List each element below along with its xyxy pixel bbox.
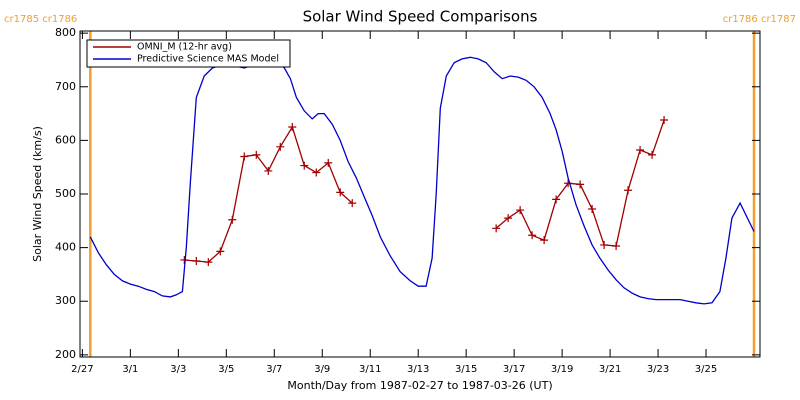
data-point (216, 247, 225, 256)
data-point (324, 158, 333, 167)
data-point (636, 146, 645, 155)
data-point (240, 152, 249, 161)
data-point (204, 258, 213, 267)
data-point (564, 179, 573, 188)
y-tick-label: 200 (55, 348, 76, 361)
data-point (348, 199, 357, 208)
x-tick-label: 3/19 (551, 364, 573, 375)
data-point (588, 205, 597, 214)
y-tick-label: 300 (55, 294, 76, 307)
x-tick-label: 3/13 (407, 364, 429, 375)
y-tick-label: 700 (55, 80, 76, 93)
data-point (492, 224, 501, 233)
data-point (312, 168, 321, 177)
x-tick-label: 3/3 (170, 364, 186, 375)
x-tick-label: 3/9 (314, 364, 330, 375)
x-axis-label: Month/Day from 1987-02-27 to 1987-03-26 … (287, 379, 552, 392)
data-point (612, 242, 621, 251)
chart-title: Solar Wind Speed Comparisons (303, 8, 538, 26)
x-tick-label: 3/1 (122, 364, 138, 375)
y-tick-label: 400 (55, 241, 76, 254)
x-tick-label: 3/5 (218, 364, 234, 375)
data-point (252, 150, 261, 159)
data-point (660, 116, 669, 125)
data-point (516, 206, 525, 215)
x-tick-label: 3/11 (359, 364, 381, 375)
data-point (336, 188, 345, 197)
data-point (528, 231, 537, 240)
x-tick-label: 3/23 (647, 364, 669, 375)
data-point (288, 122, 297, 131)
x-tick-label: 3/25 (695, 364, 717, 375)
boundary-label: cr1785 cr1786 (4, 14, 77, 25)
data-point (264, 166, 273, 175)
legend-label: OMNI_M (12-hr avg) (137, 42, 232, 53)
legend-label: Predictive Science MAS Model (137, 54, 279, 65)
data-point (192, 257, 201, 266)
y-tick-label: 800 (55, 26, 76, 39)
data-point (300, 161, 309, 170)
series-line (89, 56, 755, 305)
data-point (576, 180, 585, 189)
y-tick-label: 600 (55, 133, 76, 146)
data-point (276, 142, 285, 151)
x-tick-label: 3/15 (455, 364, 477, 375)
x-tick-label: 3/17 (503, 364, 525, 375)
data-point (624, 186, 633, 195)
y-tick-label: 500 (55, 187, 76, 200)
data-point (228, 215, 237, 224)
x-tick-label: 3/21 (599, 364, 621, 375)
y-axis-label: Solar Wind Speed (km/s) (31, 126, 44, 262)
data-point (648, 150, 657, 159)
x-tick-label: 3/7 (266, 364, 282, 375)
data-point (504, 214, 513, 223)
legend-box (86, 39, 291, 68)
data-point (600, 240, 609, 249)
boundary-label: cr1786 cr1787 (723, 14, 796, 25)
data-point (540, 236, 549, 245)
x-tick-label: 2/27 (71, 364, 93, 375)
data-point (552, 195, 561, 204)
